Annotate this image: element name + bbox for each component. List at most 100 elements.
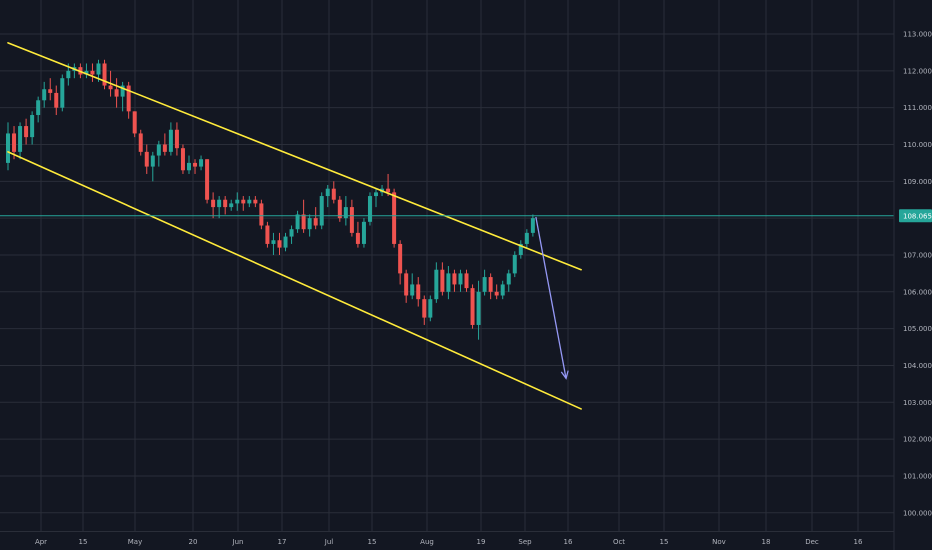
price-tick-label: 110.000 [903,141,932,149]
candle[interactable] [524,229,529,248]
candle[interactable] [355,221,360,248]
candle[interactable] [36,96,41,123]
candle[interactable] [84,63,89,79]
candle[interactable] [452,269,457,292]
time-axis[interactable]: Apr 15 May 20 Jun 17 Jul 15 Aug 19 Sep 16 Oct 15 Nov 18… [0,531,894,547]
candle[interactable] [325,185,330,208]
candle[interactable] [482,269,487,296]
candle[interactable] [289,225,294,244]
candle[interactable] [174,122,179,156]
candle[interactable] [434,262,439,303]
candle[interactable] [30,111,35,145]
candle[interactable] [512,251,517,278]
candle[interactable] [476,280,481,340]
candle[interactable] [180,144,185,174]
candle[interactable] [458,269,463,292]
candle[interactable] [283,232,288,252]
candle[interactable] [530,214,535,237]
candle[interactable] [392,188,397,248]
candle[interactable] [416,277,421,307]
candle[interactable] [217,196,222,219]
candle[interactable] [301,199,306,233]
candle[interactable] [398,240,403,285]
candle[interactable] [271,232,276,255]
drawings[interactable] [0,42,894,410]
candle[interactable] [446,266,451,300]
time-tick-label: May [128,538,142,546]
candle[interactable] [229,199,234,211]
candle[interactable] [331,181,336,204]
channel-upper-line[interactable] [7,42,582,271]
candle[interactable] [247,196,252,208]
candle[interactable] [150,151,155,182]
candle-body [186,162,191,171]
candle[interactable] [132,111,137,138]
candles[interactable] [6,59,535,340]
candle[interactable] [42,81,47,108]
candle-body [361,221,366,244]
candle[interactable] [235,192,240,211]
channel-lower-line[interactable] [7,151,582,410]
candle[interactable] [295,210,300,233]
candle[interactable] [313,207,318,230]
price-tick-label: 113.000 [903,31,932,39]
candle[interactable] [138,129,143,156]
candle[interactable] [361,218,366,248]
candle[interactable] [120,81,125,112]
price-tick-label: 102.000 [903,436,932,444]
candle[interactable] [337,196,342,222]
candle[interactable] [253,196,258,208]
candle[interactable] [241,196,246,211]
candle-body [319,196,324,226]
candle[interactable] [205,159,210,204]
projection-arrow-line[interactable] [535,216,567,379]
price-axis[interactable]: 100.000 101.000 102.000 103.000 104.000 105.0… [893,0,932,550]
candle[interactable] [500,280,505,300]
candle[interactable] [90,63,95,82]
candle[interactable] [319,192,324,230]
candle[interactable] [126,81,131,119]
candle[interactable] [259,199,264,230]
candle[interactable] [386,173,391,197]
candle[interactable] [488,273,493,300]
candle[interactable] [307,214,312,237]
candle[interactable] [494,284,499,300]
candle[interactable] [211,192,216,219]
candle-body [120,85,125,97]
candle[interactable] [518,240,523,259]
candle[interactable] [223,196,228,215]
candle[interactable] [464,269,469,292]
candle[interactable] [404,269,409,303]
candle-body [386,188,391,193]
candle[interactable] [193,159,198,174]
candle[interactable] [506,269,511,292]
candle[interactable] [410,273,415,300]
candle[interactable] [422,295,427,325]
candle[interactable] [367,192,372,226]
candle[interactable] [470,284,475,329]
candle[interactable] [277,232,282,255]
candle[interactable] [186,155,191,174]
candle-body [102,63,107,86]
candle[interactable] [265,221,270,248]
candle[interactable] [102,59,107,90]
candle[interactable] [156,140,161,167]
candle[interactable] [18,122,23,160]
candle[interactable] [428,295,433,322]
candle[interactable] [343,196,348,226]
candle[interactable] [114,78,119,108]
candle[interactable] [6,122,10,171]
candle[interactable] [144,144,149,174]
candle[interactable] [168,122,173,156]
candle[interactable] [48,78,53,101]
candle[interactable] [440,262,445,296]
candle[interactable] [54,85,59,116]
candle[interactable] [162,133,167,156]
candle[interactable] [60,74,65,112]
candle[interactable] [374,188,379,208]
candle-body [96,63,101,75]
candle[interactable] [24,118,29,145]
candle[interactable] [349,199,354,237]
candle[interactable] [199,155,204,171]
